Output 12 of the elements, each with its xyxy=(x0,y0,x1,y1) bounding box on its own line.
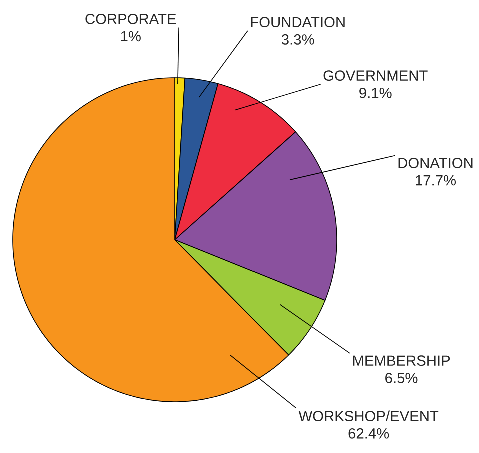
data-label: 17.7% xyxy=(416,175,456,186)
slice-label: MEMBERSHIP xyxy=(353,356,450,366)
data-label: 3.3% xyxy=(282,34,314,45)
data-label: 9.1% xyxy=(360,88,392,98)
slice-label: GOVERNMENT xyxy=(324,70,428,82)
slice-label: WORKSHOP/EVENT xyxy=(298,410,439,422)
data-label: 6.5% xyxy=(386,373,418,384)
data-label: 62.4% xyxy=(348,428,390,439)
data-label: 1% xyxy=(121,31,141,42)
slice-label: DONATION xyxy=(398,158,473,168)
slice-label: FOUNDATION xyxy=(251,17,345,28)
slice-label: CORPORATE xyxy=(86,14,176,24)
